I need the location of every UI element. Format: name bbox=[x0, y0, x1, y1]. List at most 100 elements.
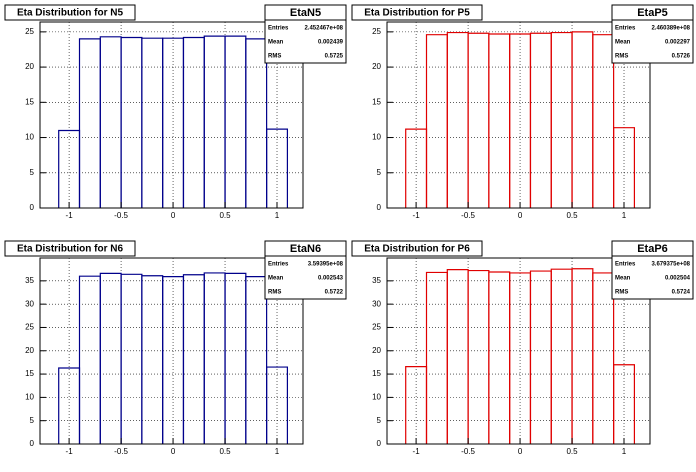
y-tick-label: 25 bbox=[25, 323, 34, 332]
histogram-bin bbox=[488, 33, 511, 208]
histogram-bin bbox=[141, 275, 164, 444]
stats-value: 0.5724 bbox=[672, 290, 691, 296]
histogram-bin bbox=[550, 31, 573, 208]
y-tick-label: 0 bbox=[30, 439, 35, 448]
stats-label: Entries bbox=[268, 262, 289, 268]
x-tick-label: 1 bbox=[275, 211, 280, 220]
stats-label: Entries bbox=[615, 262, 636, 268]
y-tick-label: 10 bbox=[25, 133, 34, 142]
x-tick-label: -0.5 bbox=[114, 211, 128, 220]
y-tick-label: 30 bbox=[372, 299, 381, 308]
stats-value: 0.5725 bbox=[325, 54, 344, 60]
stats-label: Mean bbox=[268, 276, 284, 282]
stats-title: EtaP6 bbox=[637, 243, 668, 255]
histogram-bin bbox=[78, 38, 101, 208]
x-tick-label: 0.5 bbox=[566, 447, 578, 456]
histogram-bin bbox=[592, 34, 615, 208]
histogram-bin bbox=[245, 38, 268, 208]
y-tick-label: 20 bbox=[25, 62, 34, 71]
chart-title: Eta Distribution for N6 bbox=[17, 244, 124, 255]
y-tick-label: 0 bbox=[30, 203, 35, 212]
stats-label: Mean bbox=[615, 276, 631, 282]
title-box bbox=[4, 4, 136, 21]
stats-box bbox=[264, 240, 347, 300]
stats-label: Mean bbox=[615, 40, 631, 46]
y-tick-label: 0 bbox=[377, 203, 382, 212]
stats-value: 2.452467e+08 bbox=[304, 26, 343, 32]
stats-title: EtaN6 bbox=[290, 243, 321, 255]
y-tick-label: 10 bbox=[372, 392, 381, 401]
y-tick-label: 15 bbox=[372, 369, 381, 378]
stats-box bbox=[264, 4, 347, 64]
histogram-bin bbox=[99, 36, 122, 208]
stats-label: RMS bbox=[615, 290, 628, 296]
stats-box bbox=[611, 240, 694, 300]
x-tick-label: -0.5 bbox=[114, 447, 128, 456]
y-tick-label: 35 bbox=[25, 276, 34, 285]
y-tick-label: 20 bbox=[372, 62, 381, 71]
y-tick-label: 0 bbox=[377, 439, 382, 448]
histogram-bin bbox=[266, 128, 289, 208]
x-tick-label: 1 bbox=[275, 447, 280, 456]
y-tick-label: 10 bbox=[372, 133, 381, 142]
histogram-bin bbox=[592, 272, 615, 444]
y-tick-label: 20 bbox=[25, 346, 34, 355]
stats-value: 3.59395e+08 bbox=[308, 262, 344, 268]
x-tick-label: -0.5 bbox=[461, 211, 475, 220]
histogram-bin bbox=[571, 31, 594, 208]
chart-title: Eta Distribution for P6 bbox=[364, 244, 470, 255]
x-tick-label: 0 bbox=[171, 211, 176, 220]
histogram-bin bbox=[425, 271, 448, 444]
histogram-bin bbox=[78, 275, 101, 444]
x-tick-label: 1 bbox=[622, 211, 627, 220]
y-tick-label: 25 bbox=[372, 323, 381, 332]
histogram-bin bbox=[509, 272, 532, 444]
x-tick-label: 0.5 bbox=[219, 447, 231, 456]
x-tick-label: -1 bbox=[413, 447, 421, 456]
histogram-bin bbox=[99, 272, 122, 444]
histogram-bin bbox=[446, 269, 469, 444]
x-tick-label: 0 bbox=[518, 211, 523, 220]
y-tick-label: 10 bbox=[25, 392, 34, 401]
y-tick-label: 15 bbox=[25, 369, 34, 378]
y-tick-label: 5 bbox=[377, 416, 382, 425]
stats-value: 2.460389e+08 bbox=[651, 26, 690, 32]
title-box bbox=[4, 240, 136, 257]
x-tick-label: 0.5 bbox=[219, 211, 231, 220]
histogram-bin bbox=[203, 35, 226, 208]
y-tick-label: 20 bbox=[372, 346, 381, 355]
x-tick-label: -0.5 bbox=[461, 447, 475, 456]
histogram-bin bbox=[162, 37, 185, 208]
histogram-bin bbox=[613, 364, 636, 444]
chart-title: Eta Distribution for P5 bbox=[364, 8, 470, 19]
histogram-bin bbox=[571, 268, 594, 444]
stats-label: RMS bbox=[615, 54, 628, 60]
x-tick-label: -1 bbox=[413, 211, 421, 220]
histogram-bin bbox=[425, 34, 448, 208]
y-tick-label: 15 bbox=[25, 97, 34, 106]
y-tick-label: 30 bbox=[25, 299, 34, 308]
histogram-bin bbox=[245, 276, 268, 444]
stats-label: Entries bbox=[615, 26, 636, 32]
histogram-bin bbox=[550, 268, 573, 444]
histogram-bin bbox=[467, 32, 490, 208]
histogram-bin bbox=[224, 35, 247, 208]
stats-title: EtaP5 bbox=[637, 7, 668, 19]
histogram-bin bbox=[141, 37, 164, 208]
y-tick-label: 5 bbox=[377, 168, 382, 177]
histogram-bin bbox=[488, 271, 511, 444]
stats-value: 0.002297 bbox=[665, 40, 691, 46]
stats-value: 0.002439 bbox=[318, 40, 344, 46]
x-tick-label: 0 bbox=[171, 447, 176, 456]
histogram-bin bbox=[529, 32, 552, 208]
x-tick-label: 0.5 bbox=[566, 211, 578, 220]
x-tick-label: -1 bbox=[66, 211, 74, 220]
plot-frame bbox=[39, 21, 304, 209]
x-tick-label: 0 bbox=[518, 447, 523, 456]
stats-value: 3.679375e+08 bbox=[651, 262, 690, 268]
histogram-bin bbox=[203, 272, 226, 444]
y-tick-label: 5 bbox=[30, 168, 35, 177]
title-box bbox=[351, 240, 483, 257]
y-tick-label: 35 bbox=[372, 276, 381, 285]
histogram-bin bbox=[182, 274, 205, 444]
